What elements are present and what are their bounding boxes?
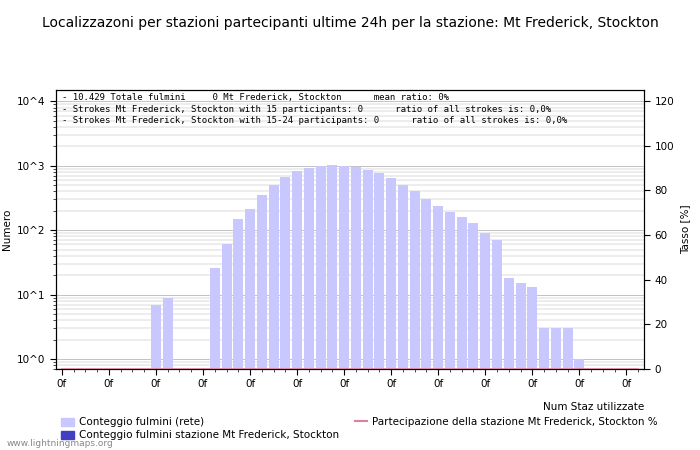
Bar xyxy=(269,185,279,450)
Bar xyxy=(57,369,67,450)
Bar xyxy=(468,223,479,450)
Bar xyxy=(586,369,596,450)
Bar xyxy=(104,369,114,450)
Bar xyxy=(245,209,255,450)
Bar xyxy=(233,219,244,450)
Bar xyxy=(539,328,549,450)
Bar xyxy=(563,328,573,450)
Bar xyxy=(445,212,455,450)
Bar xyxy=(410,191,420,450)
Bar xyxy=(127,369,137,450)
Legend: Conteggio fulmini (rete), Conteggio fulmini stazione Mt Frederick, Stockton, Par: Conteggio fulmini (rete), Conteggio fulm… xyxy=(61,417,658,440)
Bar xyxy=(198,369,208,450)
Bar xyxy=(504,278,514,450)
Bar xyxy=(398,185,408,450)
Bar xyxy=(139,369,149,450)
Bar xyxy=(351,167,361,450)
Bar xyxy=(328,166,337,450)
Y-axis label: Tasso [%]: Tasso [%] xyxy=(680,205,689,254)
Bar xyxy=(456,217,467,450)
Bar xyxy=(574,359,584,450)
Bar xyxy=(280,176,290,450)
Bar xyxy=(186,369,196,450)
Bar xyxy=(515,283,526,450)
Bar xyxy=(492,240,502,450)
Bar xyxy=(363,170,372,450)
Text: - 10.429 Totale fulmini     0 Mt Frederick, Stockton      mean ratio: 0%
- Strok: - 10.429 Totale fulmini 0 Mt Frederick, … xyxy=(62,93,567,126)
Bar xyxy=(527,287,538,450)
Text: Num Staz utilizzate: Num Staz utilizzate xyxy=(542,402,644,413)
Bar xyxy=(610,369,620,450)
Bar xyxy=(80,369,90,450)
Bar xyxy=(221,244,232,450)
Text: Localizzazoni per stazioni partecipanti ultime 24h per la stazione: Mt Frederick: Localizzazoni per stazioni partecipanti … xyxy=(41,16,659,30)
Bar xyxy=(622,369,631,450)
Bar xyxy=(304,168,314,450)
Bar xyxy=(292,171,302,450)
Bar xyxy=(386,178,396,450)
Bar xyxy=(92,369,102,450)
Bar xyxy=(339,166,349,450)
Bar xyxy=(551,328,561,450)
Bar xyxy=(151,305,161,450)
Bar xyxy=(210,268,220,450)
Bar xyxy=(433,206,443,450)
Bar xyxy=(174,369,185,450)
Bar xyxy=(162,297,173,450)
Bar xyxy=(116,369,126,450)
Y-axis label: Numero: Numero xyxy=(1,209,11,250)
Bar xyxy=(421,199,431,450)
Bar xyxy=(374,173,384,450)
Bar xyxy=(316,166,326,450)
Bar xyxy=(480,233,490,450)
Bar xyxy=(69,369,78,450)
Text: www.lightningmaps.org: www.lightningmaps.org xyxy=(7,439,113,448)
Bar xyxy=(633,369,643,450)
Bar xyxy=(598,369,608,450)
Bar xyxy=(257,195,267,450)
